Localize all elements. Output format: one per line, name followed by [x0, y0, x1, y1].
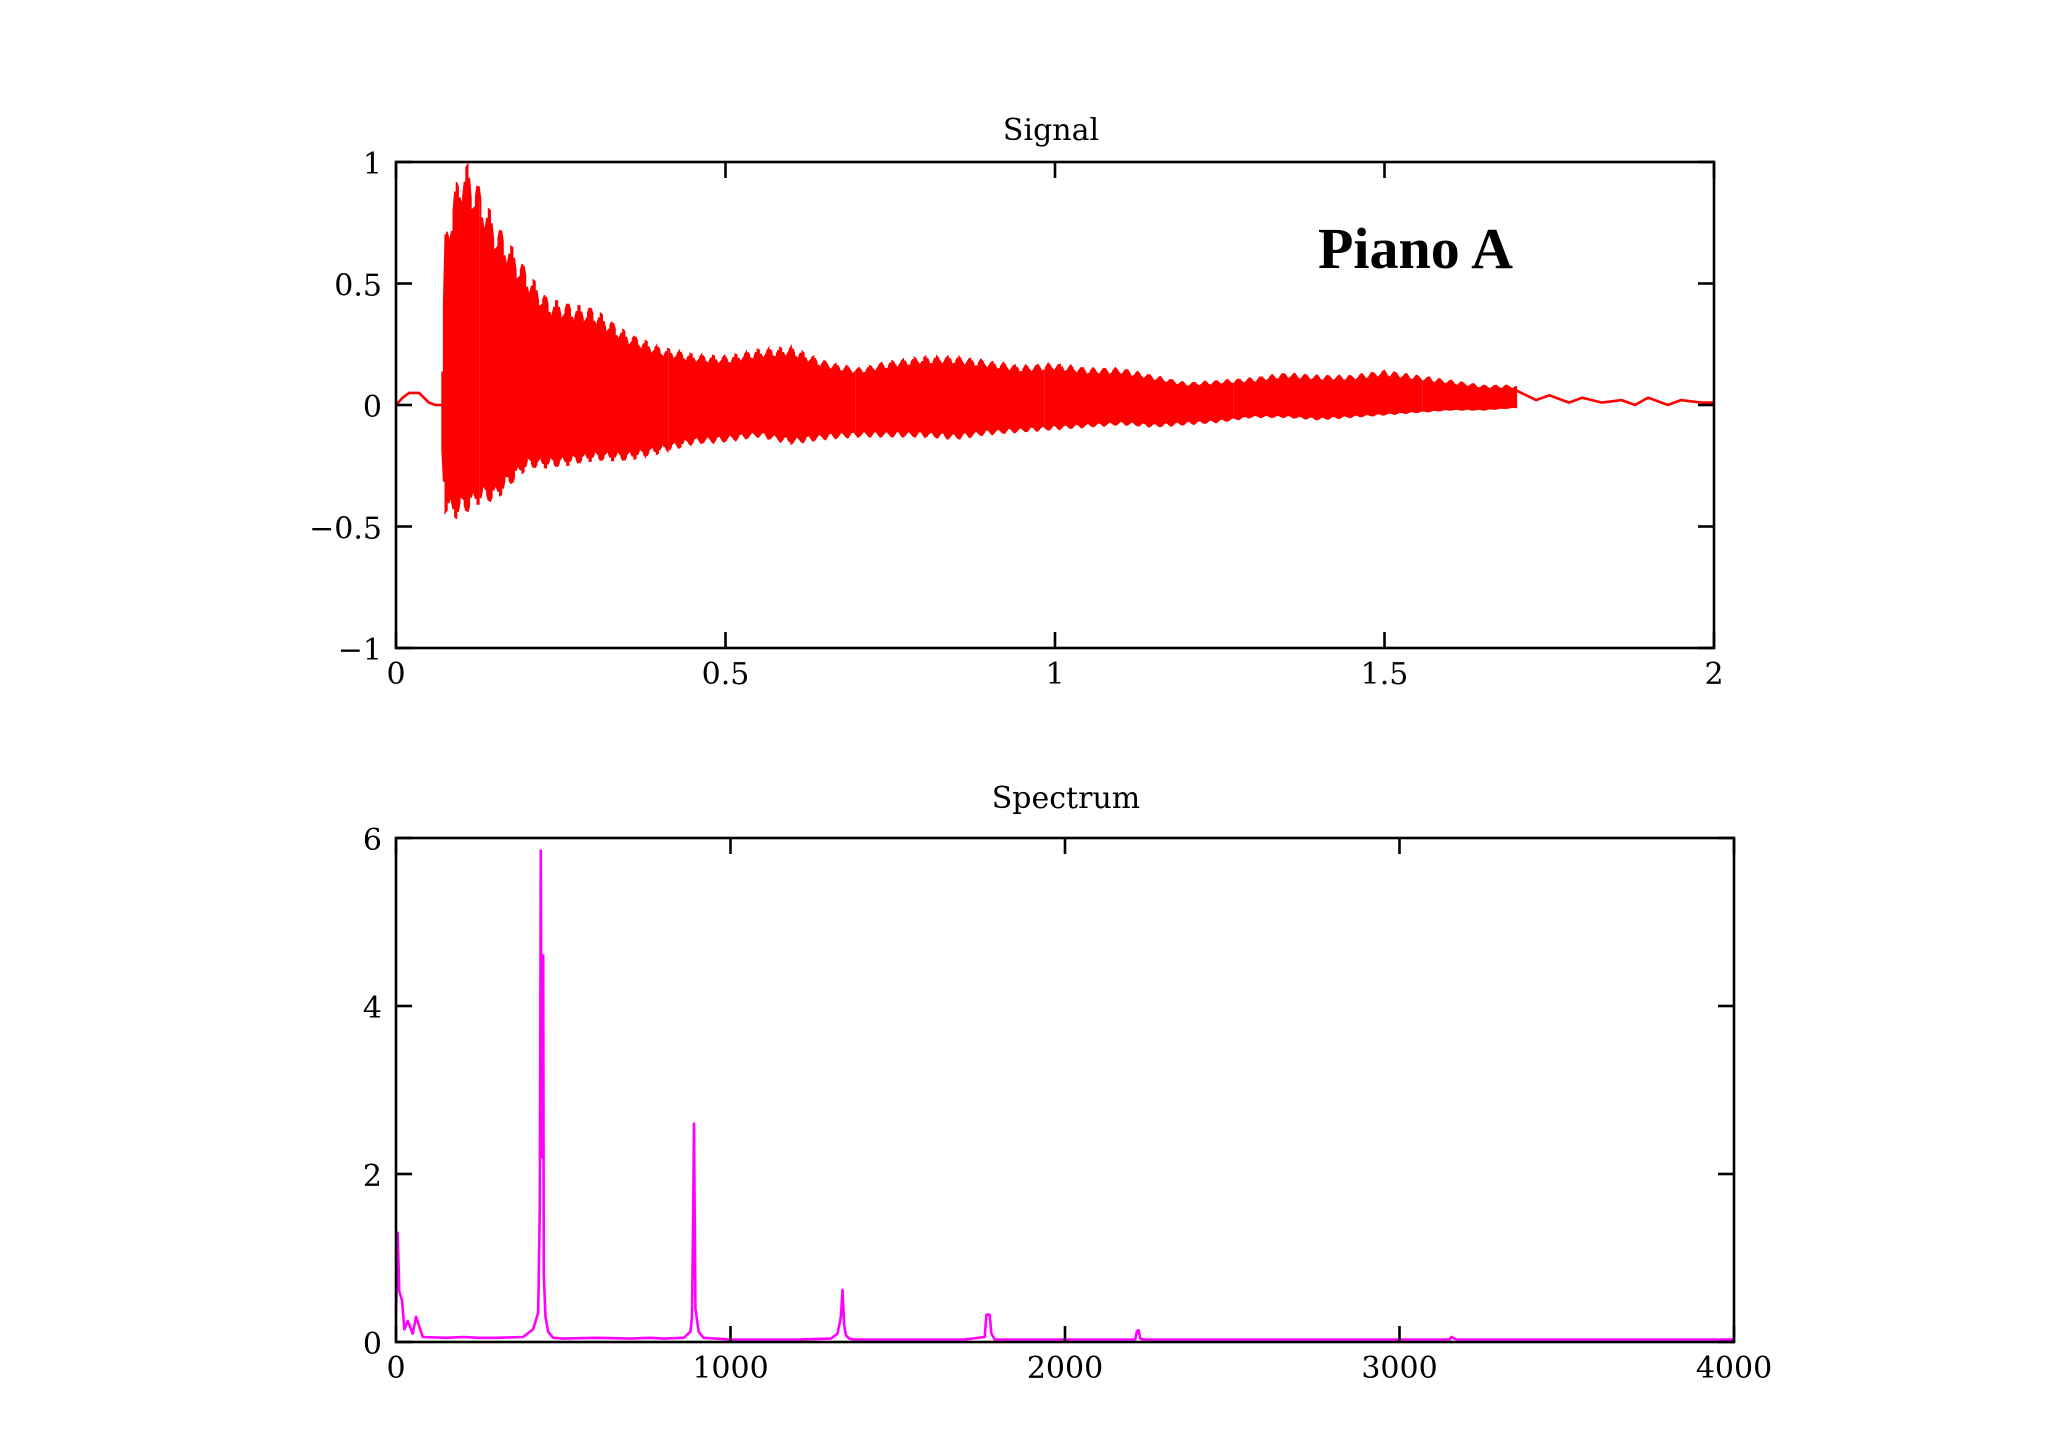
spectrum-xtick-label: 4000 [1696, 1351, 1772, 1386]
signal-waveform [441, 161, 1518, 520]
spectrum-xtick-label: 1000 [692, 1351, 768, 1386]
spectrum-xtick-label: 0 [386, 1351, 405, 1386]
signal-xtick-label: 1 [1045, 657, 1064, 692]
signal-lead-in [395, 391, 443, 407]
spectrum-chart: Spectrum 0 1000 2000 3000 4000 0 2 4 6 [363, 781, 1772, 1386]
signal-title: Signal [1003, 113, 1099, 148]
spectrum-title: Spectrum [992, 781, 1140, 816]
signal-axes: 0 0.5 1 1.5 2 −1 −0.5 0 0.5 1 [309, 147, 1723, 692]
signal-plot-area [395, 161, 1714, 520]
spectrum-xtick-label: 2000 [1027, 1351, 1103, 1386]
spectrum-line [394, 849, 1734, 1341]
signal-xtick-label: 0 [386, 657, 405, 692]
signal-tail [1515, 389, 1714, 407]
spectrum-ytick-label: 2 [363, 1159, 382, 1194]
signal-ytick-label: −1 [338, 633, 382, 668]
signal-xtick-label: 0.5 [702, 657, 750, 692]
signal-xtick-label: 1.5 [1361, 657, 1409, 692]
signal-ytick-label: −0.5 [309, 512, 382, 547]
signal-ytick-label: 0 [363, 390, 382, 425]
spectrum-ytick-label: 4 [363, 991, 382, 1026]
spectrum-ytick-label: 6 [363, 823, 382, 858]
signal-ytick-label: 0.5 [334, 269, 382, 304]
signal-chart: Signal 0 0.5 1 1.5 2 −1 −0.5 0 0.5 1 Piano A [309, 113, 1723, 692]
signal-xtick-label: 2 [1704, 657, 1723, 692]
signal-ytick-label: 1 [363, 147, 382, 182]
piano-a-annotation: Piano A [1318, 216, 1513, 281]
spectrum-ytick-label: 0 [363, 1327, 382, 1362]
spectrum-xtick-label: 3000 [1361, 1351, 1437, 1386]
spectrum-frame [394, 836, 1736, 1344]
spectrum-plot-area [394, 849, 1734, 1341]
spectrum-axes: 0 1000 2000 3000 4000 0 2 4 6 [363, 823, 1772, 1386]
